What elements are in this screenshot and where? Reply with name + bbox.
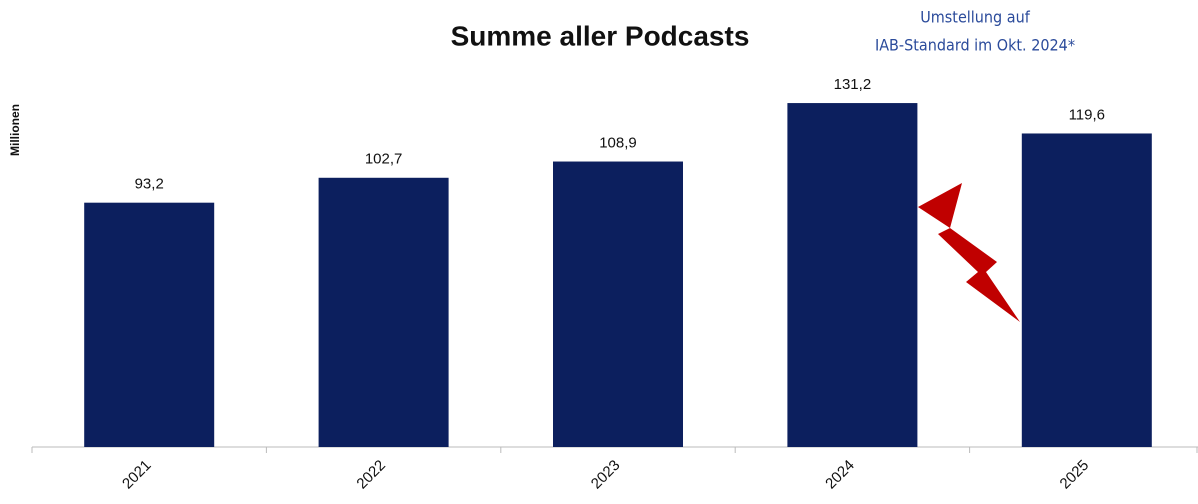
x-tick-label: 2023 xyxy=(588,457,624,493)
x-tick-label: 2022 xyxy=(353,457,389,493)
x-tick-label: 2025 xyxy=(1057,457,1093,493)
bar xyxy=(553,161,683,447)
y-axis-label: Millionen xyxy=(8,104,22,156)
bar xyxy=(1021,133,1152,447)
data-label: 108,9 xyxy=(599,134,637,151)
annotation: Umstellung auf xyxy=(920,8,1030,27)
data-label: 119,6 xyxy=(1069,106,1105,123)
bar xyxy=(787,103,918,447)
annotation: IAB-Standard im Okt. 2024* xyxy=(875,36,1075,55)
bar xyxy=(318,177,449,447)
data-label: 131,2 xyxy=(834,76,872,93)
chart-title: Summe aller Podcasts xyxy=(451,20,750,51)
lightning-bolt xyxy=(918,183,1020,322)
data-label: 93,2 xyxy=(135,176,164,193)
x-tick-label: 2021 xyxy=(119,457,155,493)
bar xyxy=(84,202,215,447)
x-tick-label: 2024 xyxy=(822,457,858,493)
data-label: 102,7 xyxy=(365,151,403,168)
